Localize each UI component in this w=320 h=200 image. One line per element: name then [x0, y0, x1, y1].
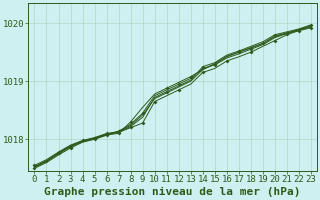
X-axis label: Graphe pression niveau de la mer (hPa): Graphe pression niveau de la mer (hPa) — [44, 187, 301, 197]
